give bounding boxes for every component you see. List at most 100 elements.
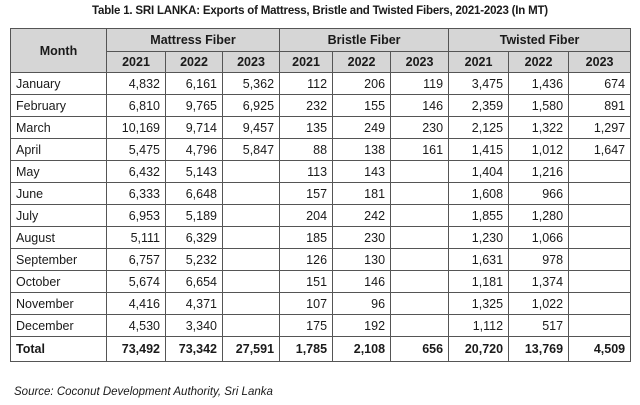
value-cell: 6,161 xyxy=(165,72,223,95)
value-cell: 5,189 xyxy=(165,204,223,227)
value-cell xyxy=(390,204,450,227)
value-cell: 112 xyxy=(279,72,334,95)
value-cell: 1,066 xyxy=(508,226,570,249)
value-cell: 1,112 xyxy=(448,314,510,337)
value-cell: 1,608 xyxy=(448,182,510,205)
value-cell: 5,111 xyxy=(106,226,166,249)
value-cell: 1,216 xyxy=(508,160,570,183)
value-cell: 96 xyxy=(332,292,392,315)
table-row: January 4,832 6,161 5,362 112 206 119 3,475 1,43… xyxy=(10,72,632,95)
value-cell: 138 xyxy=(332,138,392,161)
value-cell xyxy=(390,248,450,271)
value-cell: 6,810 xyxy=(106,94,166,117)
value-cell: 4,530 xyxy=(106,314,166,337)
value-cell: 135 xyxy=(279,116,334,139)
month-cell: October xyxy=(10,270,107,293)
value-cell: 4,371 xyxy=(165,292,223,315)
group-header-mattress: Mattress Fiber xyxy=(105,28,281,52)
total-label: Total xyxy=(10,336,107,362)
year-header: 2022 xyxy=(332,51,392,73)
value-cell xyxy=(221,160,281,183)
value-cell xyxy=(568,182,632,205)
total-cell: 4,509 xyxy=(568,336,632,362)
value-cell: 6,432 xyxy=(106,160,166,183)
value-cell: 966 xyxy=(508,182,570,205)
table-title: Table 1. SRI LANKA: Exports of Mattress,… xyxy=(92,5,548,17)
month-cell: December xyxy=(10,314,107,337)
table-row: November 4,416 4,371 107 96 1,325 1,022 xyxy=(10,292,632,315)
value-cell xyxy=(568,248,632,271)
value-cell xyxy=(390,160,450,183)
value-cell: 1,580 xyxy=(508,94,570,117)
value-cell: 1,322 xyxy=(508,116,570,139)
value-cell xyxy=(221,204,281,227)
table-row: February 6,810 9,765 6,925 232 155 146 2,359 1,5… xyxy=(10,94,632,117)
value-cell xyxy=(568,270,632,293)
total-cell: 1,785 xyxy=(279,336,334,362)
total-cell: 656 xyxy=(390,336,450,362)
value-cell xyxy=(568,292,632,315)
value-cell: 6,329 xyxy=(165,226,223,249)
value-cell xyxy=(390,270,450,293)
value-cell: 151 xyxy=(279,270,334,293)
value-cell xyxy=(568,160,632,183)
value-cell: 3,475 xyxy=(448,72,510,95)
month-cell: April xyxy=(10,138,107,161)
value-cell xyxy=(568,204,632,227)
value-cell: 206 xyxy=(332,72,392,95)
table-row: June 6,333 6,648 157 181 1,608 966 xyxy=(10,182,632,205)
value-cell: 1,415 xyxy=(448,138,510,161)
value-cell: 5,847 xyxy=(221,138,281,161)
source-note: Source: Coconut Development Authority, S… xyxy=(14,386,273,398)
value-cell: 130 xyxy=(332,248,392,271)
total-cell: 73,492 xyxy=(106,336,166,362)
value-cell: 5,674 xyxy=(106,270,166,293)
value-cell xyxy=(221,270,281,293)
value-cell xyxy=(221,314,281,337)
value-cell: 1,297 xyxy=(568,116,632,139)
value-cell: 5,232 xyxy=(165,248,223,271)
table-row: December 4,530 3,340 175 192 1,112 517 xyxy=(10,314,632,337)
value-cell xyxy=(221,226,281,249)
header-row-years: 2021 2022 2023 2021 2022 2023 2021 2022 … xyxy=(11,51,632,73)
value-cell: 517 xyxy=(508,314,570,337)
value-cell: 161 xyxy=(390,138,450,161)
year-header: 2022 xyxy=(508,51,570,73)
value-cell: 107 xyxy=(279,292,334,315)
month-cell: September xyxy=(10,248,107,271)
table-body: January 4,832 6,161 5,362 112 206 119 3,475 1,43… xyxy=(10,72,632,337)
month-cell: March xyxy=(10,116,107,139)
month-cell: January xyxy=(10,72,107,95)
table-row: May 6,432 5,143 113 143 1,404 1,216 xyxy=(10,160,632,183)
value-cell: 1,230 xyxy=(448,226,510,249)
table-row: April 5,475 4,796 5,847 88 138 161 1,415 1,012 1,… xyxy=(10,138,632,161)
table-row: September 6,757 5,232 126 130 1,631 978 xyxy=(10,248,632,271)
value-cell xyxy=(390,292,450,315)
value-cell: 978 xyxy=(508,248,570,271)
total-row: Total 73,492 73,342 27,591 1,785 2,108 6… xyxy=(10,336,632,362)
value-cell: 891 xyxy=(568,94,632,117)
value-cell: 4,832 xyxy=(106,72,166,95)
exports-table: Month Mattress Fiber Bristle Fiber Twist… xyxy=(10,28,632,362)
value-cell: 6,654 xyxy=(165,270,223,293)
value-cell: 157 xyxy=(279,182,334,205)
value-cell: 6,757 xyxy=(106,248,166,271)
year-header: 2023 xyxy=(390,51,450,73)
total-cell: 27,591 xyxy=(221,336,281,362)
table-row: August 5,111 6,329 185 230 1,230 1,066 xyxy=(10,226,632,249)
table-row: October 5,674 6,654 151 146 1,181 1,374 xyxy=(10,270,632,293)
value-cell: 88 xyxy=(279,138,334,161)
value-cell xyxy=(390,314,450,337)
value-cell: 5,475 xyxy=(106,138,166,161)
month-header: Month xyxy=(10,28,107,73)
year-header: 2021 xyxy=(279,51,334,73)
year-header: 2023 xyxy=(568,51,632,73)
value-cell xyxy=(568,314,632,337)
value-cell: 181 xyxy=(332,182,392,205)
value-cell xyxy=(390,182,450,205)
value-cell: 1,436 xyxy=(508,72,570,95)
value-cell: 674 xyxy=(568,72,632,95)
value-cell: 1,181 xyxy=(448,270,510,293)
value-cell: 6,925 xyxy=(221,94,281,117)
value-cell xyxy=(221,248,281,271)
